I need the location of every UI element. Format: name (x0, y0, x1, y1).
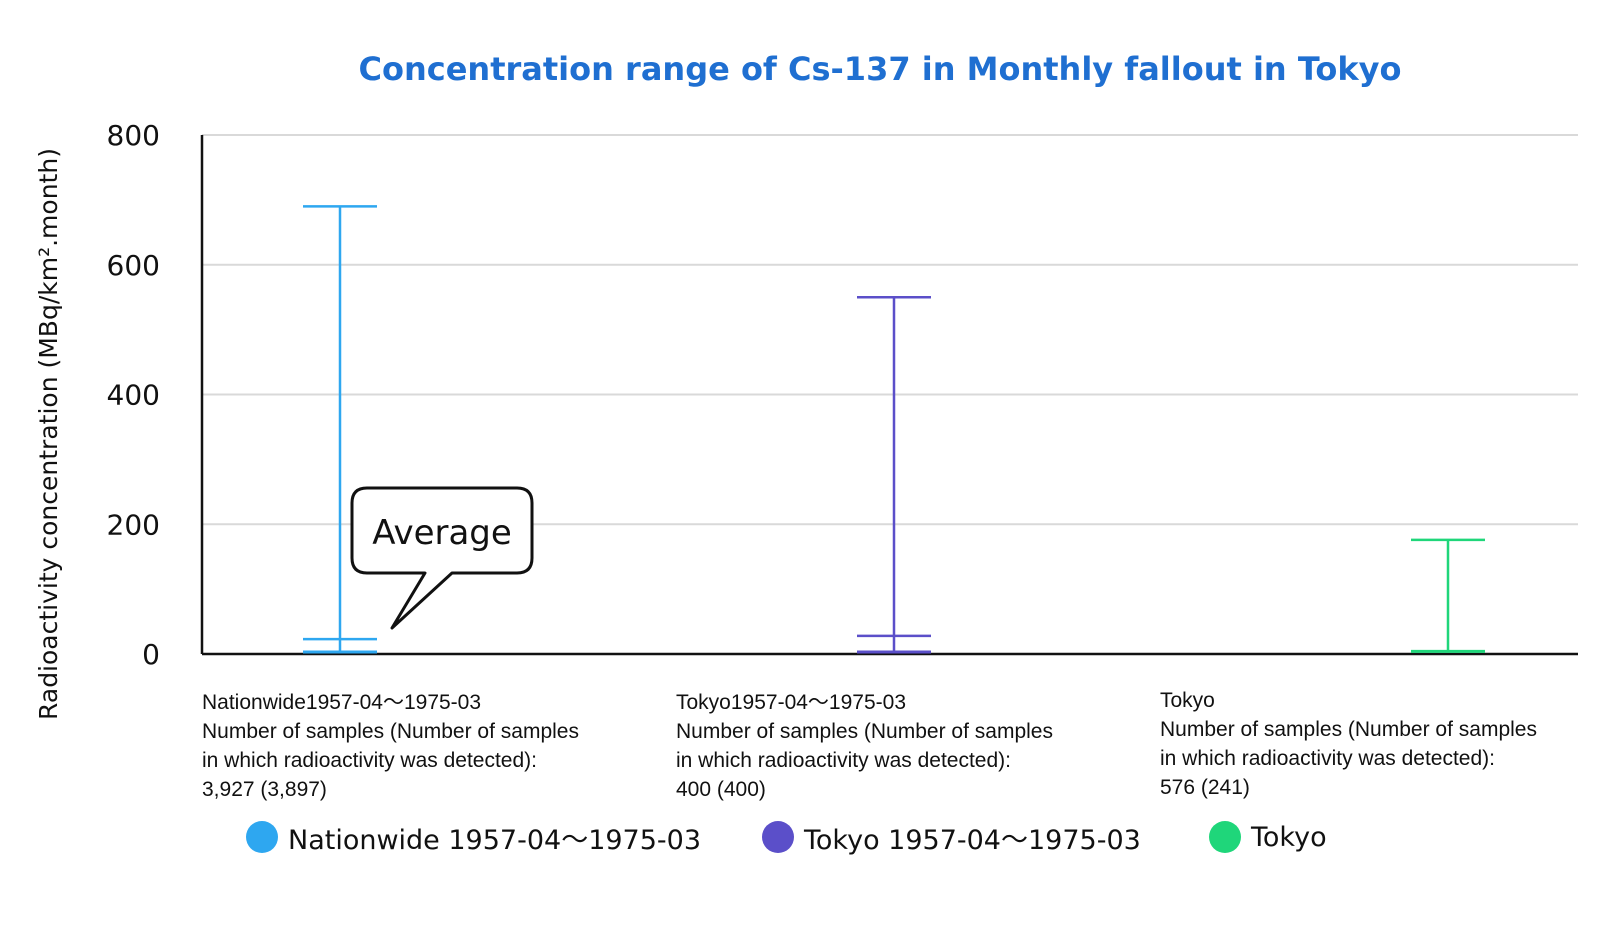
category-detail-line: in which radioactivity was detected): (1160, 747, 1495, 770)
callout-label: Average (372, 513, 512, 553)
range-series-2 (857, 295, 931, 654)
range-marks (303, 205, 1485, 654)
y-axis-label: Radioactivity concentration (MBq/km².mon… (34, 148, 63, 720)
y-tick-label: 600 (107, 249, 160, 282)
legend-label: Tokyo (1251, 821, 1327, 853)
chart-title: Concentration range of Cs-137 in Monthly… (358, 50, 1401, 88)
category-detail-line: 3,927 (3,897) (202, 778, 327, 801)
legend-label: Nationwide 1957-04〜1975-03 (288, 824, 702, 856)
range-series-1 (303, 205, 377, 654)
y-tick-label: 200 (107, 508, 160, 541)
legend-label: Tokyo 1957-04〜1975-03 (804, 824, 1141, 856)
average-callout: Average (350, 486, 534, 630)
y-tick-label: 400 (107, 379, 160, 412)
category-name: Tokyo (1160, 689, 1215, 712)
legend-item-3[interactable]: Tokyo (1209, 812, 1327, 862)
range-series-3 (1411, 538, 1485, 653)
category-name: Nationwide1957-04〜1975-03 (202, 691, 482, 714)
legend-swatch (1209, 821, 1241, 853)
legend: Nationwide 1957-04〜1975-03 Tokyo 1957-04〜… (0, 812, 1601, 862)
y-tick-label: 0 (142, 638, 160, 671)
category-detail-line: Number of samples (Number of samples (202, 720, 579, 743)
category-label-2: Tokyo1957-04〜1975-03 Number of samples (N… (676, 688, 1053, 804)
callout-bubble (350, 486, 534, 630)
category-detail-line: Number of samples (Number of samples (676, 720, 1053, 743)
category-detail-line: Number of samples (Number of samples (1160, 718, 1537, 741)
category-name: Tokyo1957-04〜1975-03 (676, 691, 906, 714)
category-label-1: Nationwide1957-04〜1975-03 Number of sampl… (202, 688, 579, 804)
category-detail-line: 576 (241) (1160, 776, 1250, 799)
category-detail-line: 400 (400) (676, 778, 766, 801)
legend-swatch (762, 821, 794, 853)
category-label-3: Tokyo Number of samples (Number of sample… (1160, 686, 1537, 802)
legend-item-1[interactable]: Nationwide 1957-04〜1975-03 (246, 812, 701, 862)
y-tick-label: 800 (107, 119, 160, 152)
legend-item-2[interactable]: Tokyo 1957-04〜1975-03 (762, 812, 1141, 862)
category-detail-line: in which radioactivity was detected): (202, 749, 537, 772)
legend-swatch (246, 821, 278, 853)
grid-lines (202, 134, 1578, 526)
category-detail-line: in which radioactivity was detected): (676, 749, 1011, 772)
y-axis-ticks: 0 200 400 600 800 (107, 119, 160, 671)
